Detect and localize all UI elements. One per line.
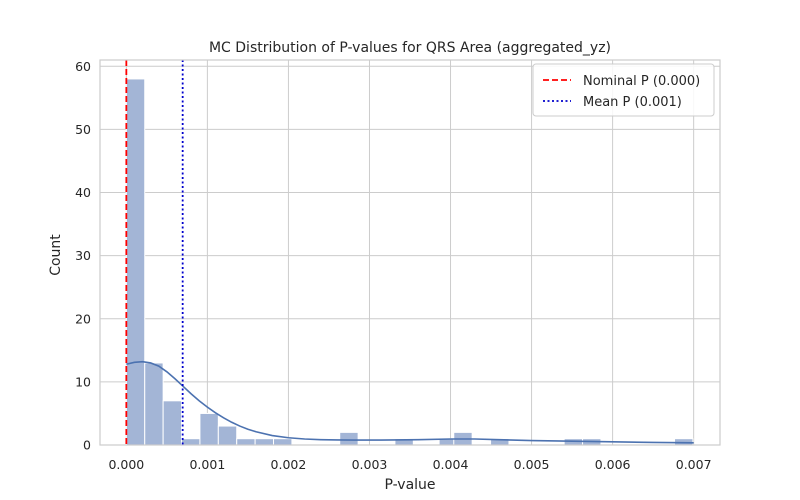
histogram-bar [162,400,183,446]
x-ticks: 0.000 0.001 0.002 0.003 0.004 0.005 0.006 0.007 [108,457,711,472]
histogram-bars [125,78,694,446]
y-tick-label: 20 [75,311,91,326]
chart-title: MC Distribution of P-values for QRS Area… [209,40,611,56]
histogram-bar [273,438,293,446]
y-tick-label: 10 [75,374,91,389]
histogram-bar [199,412,219,446]
reference-lines [125,60,184,445]
legend-label-mean: Mean P (0.001) [583,95,682,110]
histogram-bar [339,431,359,446]
x-tick-label: 0.001 [189,457,225,472]
y-tick-label: 50 [75,122,91,137]
histogram-bar [217,425,238,446]
plot-frame [99,59,721,446]
grid [100,60,720,446]
histogram-bar [144,362,164,446]
legend-label-nominal: Nominal P (0.000) [583,74,700,89]
x-tick-label: 0.005 [514,457,550,472]
y-axis-label: Count [48,234,64,276]
legend: Nominal P (0.000) Mean P (0.001) [532,63,715,117]
x-tick-label: 0.007 [676,457,712,472]
y-tick-label: 30 [75,248,91,263]
histogram-bar [125,78,146,446]
x-axis-label: P-value [384,477,435,493]
x-tick-label: 0.006 [595,457,631,472]
histogram-bar [254,438,275,446]
kde-curve [126,360,694,444]
legend-box [532,63,715,117]
y-tick-label: 0 [83,438,91,453]
y-tick-label: 60 [75,59,91,74]
histogram-bar [674,438,694,446]
y-ticks: 0 10 20 30 40 50 60 [75,59,91,453]
x-tick-label: 0.000 [108,457,144,472]
histogram-bar [236,438,256,446]
y-tick-label: 40 [75,185,91,200]
x-tick-label: 0.004 [433,457,469,472]
plot-area [100,60,720,445]
x-tick-label: 0.003 [352,457,388,472]
x-tick-label: 0.002 [271,457,307,472]
kde-curve-group [126,360,694,444]
histogram-bar [181,438,201,446]
